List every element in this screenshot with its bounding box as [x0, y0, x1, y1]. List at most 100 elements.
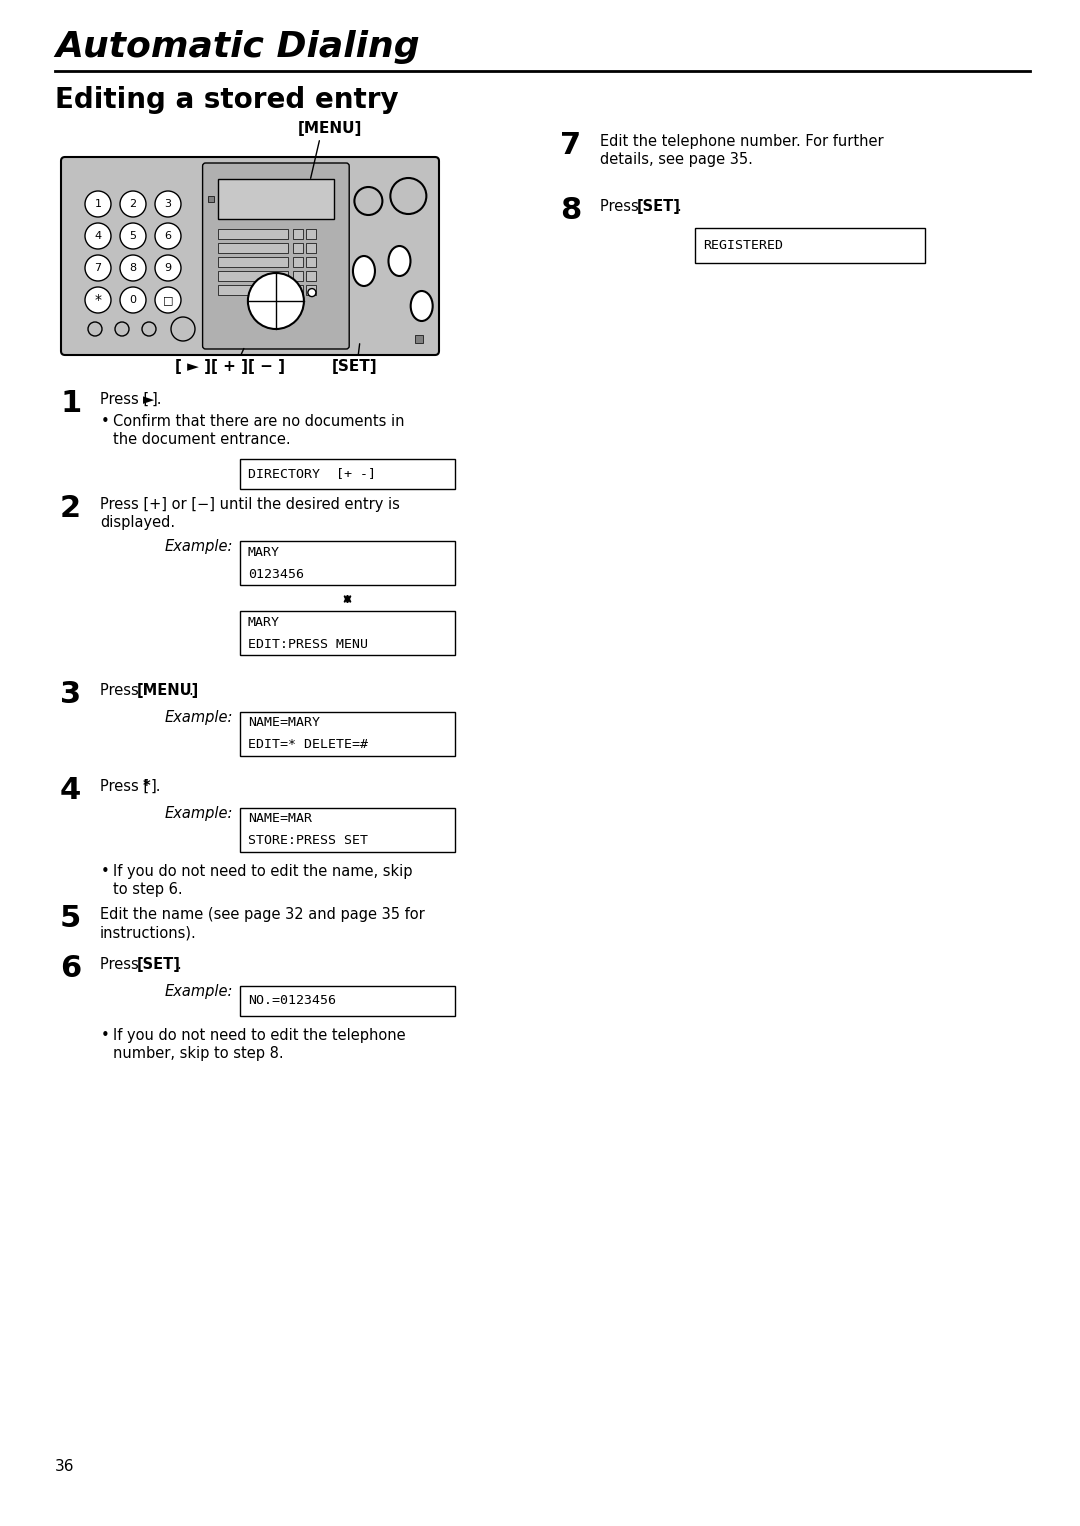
Circle shape — [85, 255, 111, 281]
Text: ].: ]. — [151, 778, 162, 794]
Text: If you do not need to edit the telephone: If you do not need to edit the telephone — [113, 1029, 406, 1042]
Text: 3: 3 — [60, 681, 81, 710]
Text: Example:: Example: — [165, 984, 233, 1000]
Text: [MENU]: [MENU] — [298, 121, 362, 136]
Text: 4: 4 — [94, 230, 102, 241]
Bar — [217, 179, 334, 220]
Bar — [217, 229, 287, 240]
Text: Editing a stored entry: Editing a stored entry — [55, 85, 399, 114]
Text: [ ► ][ + ][ − ]: [ ► ][ + ][ − ] — [175, 359, 285, 374]
Text: EDIT=* DELETE=#: EDIT=* DELETE=# — [248, 739, 368, 751]
Circle shape — [156, 191, 181, 217]
Text: [MENU]: [MENU] — [137, 684, 199, 697]
Text: 8: 8 — [561, 195, 581, 224]
Text: instructions).: instructions). — [100, 925, 197, 940]
Bar — [240, 459, 455, 488]
Text: 36: 36 — [55, 1459, 75, 1474]
Text: ].: ]. — [152, 392, 162, 407]
Text: Press [+] or [−] until the desired entry is: Press [+] or [−] until the desired entry… — [100, 497, 400, 513]
Text: ►: ► — [143, 392, 154, 407]
Text: 8: 8 — [130, 262, 136, 273]
Bar — [415, 336, 423, 343]
Bar — [293, 272, 302, 281]
Text: 0123456: 0123456 — [248, 568, 303, 580]
Circle shape — [120, 223, 146, 249]
FancyBboxPatch shape — [60, 157, 438, 356]
Text: Press [: Press [ — [100, 392, 149, 407]
Text: •: • — [102, 414, 110, 429]
Circle shape — [354, 188, 382, 215]
Text: 1: 1 — [60, 389, 81, 418]
Text: *: * — [95, 293, 102, 307]
Text: details, see page 35.: details, see page 35. — [600, 153, 753, 166]
Text: REGISTERED: REGISTERED — [703, 240, 783, 252]
Ellipse shape — [389, 246, 410, 276]
Text: 5: 5 — [60, 903, 81, 932]
Text: 6: 6 — [164, 230, 172, 241]
Text: 7: 7 — [94, 262, 102, 273]
Text: *: * — [143, 778, 151, 794]
Text: Example:: Example: — [165, 710, 233, 725]
Ellipse shape — [410, 291, 433, 320]
Text: NAME=MAR: NAME=MAR — [248, 812, 312, 826]
Bar — [293, 229, 302, 240]
Text: •: • — [102, 1029, 110, 1042]
Text: Example:: Example: — [165, 539, 233, 554]
Circle shape — [171, 317, 195, 340]
Text: If you do not need to edit the name, skip: If you do not need to edit the name, ski… — [113, 864, 413, 879]
Circle shape — [114, 322, 129, 336]
Circle shape — [248, 273, 303, 330]
Bar — [293, 243, 302, 253]
Circle shape — [308, 288, 315, 296]
Circle shape — [120, 191, 146, 217]
Text: DIRECTORY  [+ -]: DIRECTORY [+ -] — [248, 467, 376, 481]
Text: Press: Press — [100, 957, 144, 972]
Text: NAME=MARY: NAME=MARY — [248, 717, 320, 729]
Bar — [306, 285, 315, 295]
Circle shape — [141, 322, 156, 336]
Ellipse shape — [353, 256, 375, 285]
Text: displayed.: displayed. — [100, 514, 175, 530]
Text: Press: Press — [600, 198, 644, 214]
Text: 0: 0 — [130, 295, 136, 305]
Text: Automatic Dialing: Automatic Dialing — [55, 31, 420, 64]
Text: .: . — [188, 684, 192, 697]
Bar — [306, 243, 315, 253]
FancyBboxPatch shape — [203, 163, 349, 349]
Text: .: . — [176, 957, 180, 972]
Bar — [240, 986, 455, 1016]
Text: Press: Press — [100, 684, 144, 697]
Text: Confirm that there are no documents in: Confirm that there are no documents in — [113, 414, 405, 429]
Text: MARY: MARY — [248, 545, 280, 559]
Circle shape — [85, 191, 111, 217]
Bar — [217, 256, 287, 267]
Bar — [217, 243, 287, 253]
Text: MARY: MARY — [248, 615, 280, 629]
Text: Edit the name (see page 32 and page 35 for: Edit the name (see page 32 and page 35 f… — [100, 906, 424, 922]
Text: 7: 7 — [561, 131, 581, 160]
Text: 4: 4 — [60, 777, 81, 806]
Circle shape — [390, 179, 427, 214]
Bar — [217, 285, 287, 295]
Text: 2: 2 — [130, 198, 136, 209]
Bar — [293, 285, 302, 295]
Text: STORE:PRESS SET: STORE:PRESS SET — [248, 835, 368, 847]
Text: [SET]: [SET] — [637, 198, 680, 214]
Text: EDIT:PRESS MENU: EDIT:PRESS MENU — [248, 638, 368, 650]
Text: [SET]: [SET] — [333, 359, 378, 374]
Text: Edit the telephone number. For further: Edit the telephone number. For further — [600, 134, 883, 150]
Bar — [217, 272, 287, 281]
Text: 6: 6 — [60, 954, 81, 983]
Circle shape — [156, 223, 181, 249]
Bar — [240, 610, 455, 655]
Bar — [207, 195, 214, 201]
Text: 5: 5 — [130, 230, 136, 241]
Text: the document entrance.: the document entrance. — [113, 432, 291, 447]
Bar — [306, 229, 315, 240]
Text: Example:: Example: — [165, 806, 233, 821]
Circle shape — [85, 287, 111, 313]
Circle shape — [85, 223, 111, 249]
Text: [SET]: [SET] — [137, 957, 180, 972]
Text: 1: 1 — [95, 198, 102, 209]
Text: Press [: Press [ — [100, 778, 149, 794]
